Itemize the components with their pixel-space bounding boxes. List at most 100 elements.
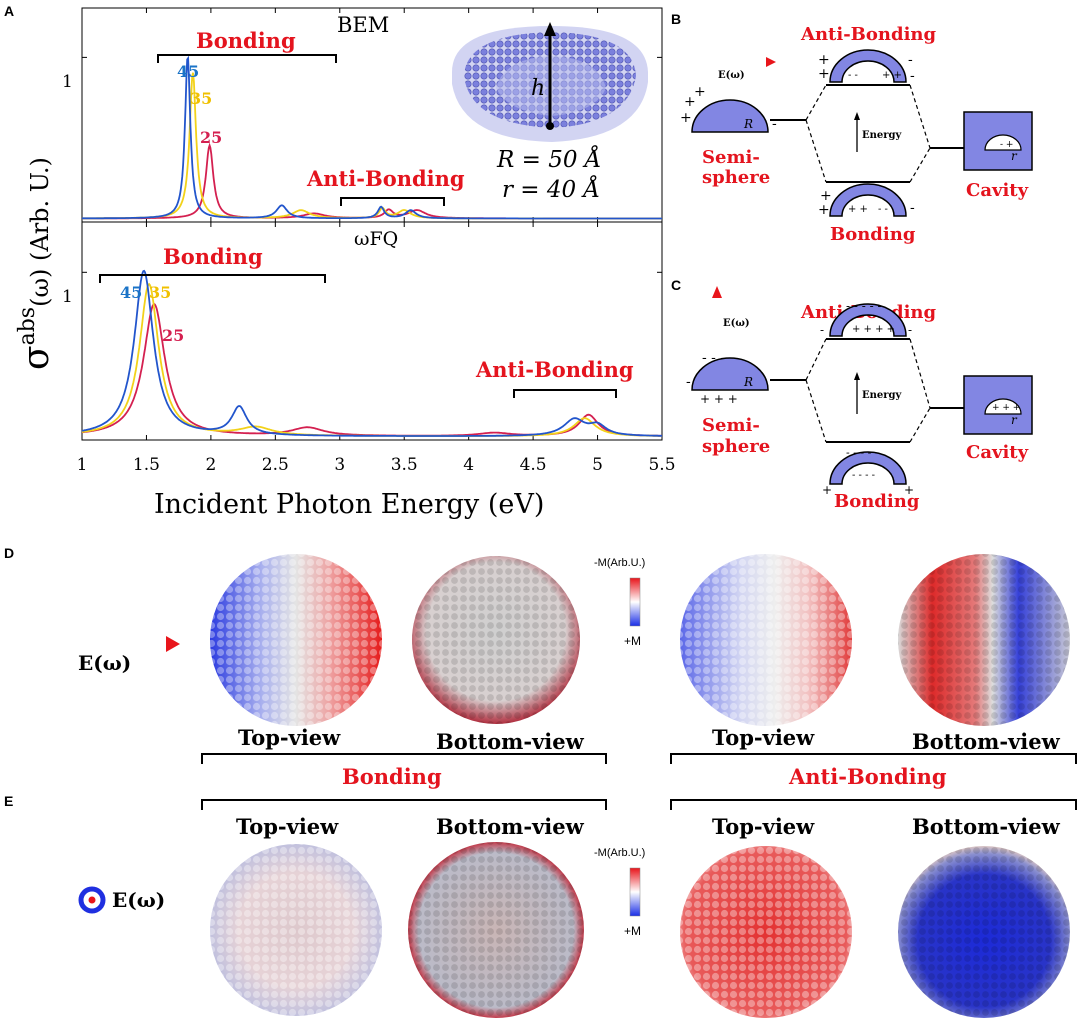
c-R-label: R (743, 375, 753, 389)
d-bonding-bottom-atoms (412, 556, 580, 724)
wfq-bonding-label: Bonding (163, 244, 263, 269)
c-ab-charge-4: - (908, 323, 912, 337)
b-antibonding-label: Anti-Bonding (800, 24, 936, 45)
b-cavity-label: Cavity (966, 180, 1029, 201)
e-bonding-bracket (201, 799, 607, 810)
c-connectors (805, 338, 931, 443)
c-r-label: r (1011, 413, 1018, 427)
x-axis-label: Incident Photon Energy (eV) (154, 489, 544, 520)
b-bd-charge-3: + + (848, 204, 868, 215)
c-semi-charge-2: - (686, 374, 691, 390)
series-curves (81, 55, 662, 437)
y-axis-sigma: σ (16, 345, 57, 370)
e-colorbar (629, 867, 641, 917)
c-semi-label-2: sphere (702, 436, 770, 457)
xtick-label-2: 2 (205, 455, 216, 475)
b-ab-charge-1: + (818, 52, 830, 68)
c-energy-arrowhead (854, 372, 860, 380)
d-bonding-top-view: Top-view (238, 725, 341, 750)
c-energy-label: Energy (862, 390, 903, 401)
b-semi-charge-1: + (684, 94, 696, 110)
b-bd-charge-2: + (818, 202, 830, 218)
field-arrowhead-b (766, 57, 776, 67)
c-cavity-charge: + + + (992, 403, 1020, 413)
wfq-bonding-bracket (99, 274, 326, 283)
y-axis-label: σabs(ω) (Arb. U.) (15, 157, 57, 370)
y-axis-rest: (ω) (Arb. U.) (26, 157, 54, 307)
d-bonding-bracket (201, 753, 607, 764)
d-antibonding-top-atoms (680, 554, 852, 726)
c-semi-charge-3: + + + (700, 392, 738, 406)
e-field-out-of-plane-icon (78, 886, 106, 914)
d-field-arrowhead (166, 636, 180, 652)
e-field-label: E(ω) (112, 888, 165, 912)
e-antibonding-bottom-atoms (898, 846, 1070, 1018)
xtick-label-5: 3.5 (391, 455, 418, 475)
c-bd-charge-4: + (904, 483, 914, 497)
semishell-inset: h (452, 22, 648, 142)
c-bonding-label: Bonding (834, 491, 920, 512)
b-cavity-hole (984, 134, 1022, 151)
b-r-label: r (1011, 149, 1018, 163)
c-bonding-shell (829, 451, 907, 485)
e-antibonding-top-atoms (680, 846, 852, 1018)
d-antibonding-top-view: Top-view (712, 725, 815, 750)
bem-antibonding-label: Anti-Bonding (306, 166, 465, 191)
panel-d: D E(ω) -M(Arb.U.) +M Top-view Bottom-vie… (4, 545, 1077, 789)
panel-label-d: D (4, 545, 14, 561)
d-field-label: E(ω) (78, 651, 131, 675)
e-bonding-bottom-atoms (408, 842, 584, 1018)
inset-arrow-base (546, 122, 554, 130)
d-antibonding-bottom-atoms (898, 554, 1070, 726)
c-semisphere (691, 357, 769, 391)
b-semi-charge-3: + (694, 84, 706, 100)
field-arrowhead-c (712, 286, 722, 298)
panel-b-diagram: B E(ω) Anti-Bonding + + - - + + - - R + … (671, 11, 1033, 245)
bem-bonding-bracket (157, 54, 337, 63)
bem-bonding-label: Bonding (196, 28, 296, 53)
c-bd-charge-2: - - - - (852, 470, 875, 481)
wfq-plot-frame (81, 221, 663, 441)
e-bonding-top-view: Top-view (236, 814, 339, 839)
b-semisphere (691, 99, 769, 133)
d-colorbar-bottom: +M (624, 634, 641, 648)
d-colorbar-top: -M(Arb.U.) (594, 557, 645, 569)
b-energy-arrowhead (854, 112, 860, 120)
panel-label-b: B (671, 11, 681, 27)
b-energy-label: Energy (862, 130, 903, 141)
d-bonding-bottom-view: Bottom-view (436, 729, 585, 754)
inset-arrow-head (544, 22, 556, 36)
xtick-label-7: 4.5 (520, 455, 547, 475)
b-R-label: R (743, 117, 753, 131)
panel-c-diagram: C E(ω) Anti-Bonding - - - - - + + + + - … (671, 277, 1033, 512)
xtick-label-0: 1 (77, 455, 88, 475)
bem-title: BEM (337, 13, 389, 37)
c-semi-charge-1: - - - (702, 350, 725, 366)
wfq-antibonding-label: Anti-Bonding (475, 357, 634, 382)
xtick-label-8: 5 (592, 455, 603, 475)
d-antibonding-bottom-view: Bottom-view (912, 729, 1061, 754)
series-line-wfq-45 (81, 269, 662, 437)
b-cavity-box (963, 111, 1033, 171)
panel-label-c: C (671, 277, 681, 293)
c-antibonding-shell (829, 303, 907, 337)
bem-antibonding-bracket (340, 197, 445, 206)
d-colorbar (629, 577, 641, 627)
xtick-label-6: 4 (463, 455, 474, 475)
c-cavity-label: Cavity (966, 442, 1029, 463)
wfq-series-label-25: 25 (162, 326, 184, 345)
wfq-ytick-1: 1 (62, 287, 73, 307)
bem-series-label-35: 35 (190, 89, 212, 108)
b-ab-charge-4: + + (882, 70, 902, 81)
b-semi-label-2: sphere (702, 167, 770, 188)
inset-r-label: r = 40 Å (502, 175, 600, 203)
d-bonding-label: Bonding (342, 764, 442, 789)
panel-label-a: A (4, 3, 14, 19)
wfq-series-label-45: 45 (120, 283, 142, 302)
xtick-label-4: 3 (334, 455, 345, 475)
c-bd-charge-1: - - - - - (846, 446, 879, 459)
e-antibonding-top-view: Top-view (712, 814, 815, 839)
xtick-label-1: 1.5 (133, 455, 160, 475)
x-ticks: 1 1.5 2 2.5 3 3.5 4 4.5 5 5.5 (77, 455, 676, 475)
